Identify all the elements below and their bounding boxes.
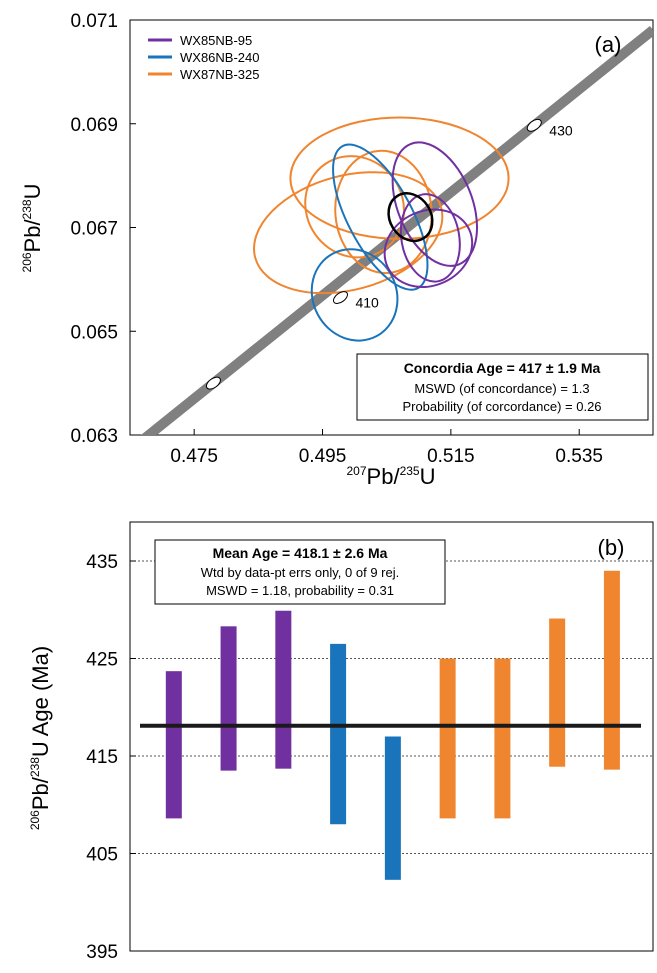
- panel-b-y-axis-label: 206Pb/238U Age (Ma): [28, 646, 53, 830]
- age-error-bar-3: [275, 610, 292, 769]
- panel-a-y-tick-label: 0.065: [70, 322, 118, 343]
- panel-b-result-box: Mean Age = 418.1 ± 2.6 Ma Wtd by data-pt…: [154, 539, 446, 605]
- panel-a-label: (a): [595, 32, 622, 57]
- panel-b-result-title: Mean Age = 418.1 ± 2.6 Ma: [213, 545, 388, 561]
- panel-a-x-axis-label: 207Pb/235U: [347, 464, 436, 489]
- panel-a-y-tick-label: 0.067: [70, 219, 118, 240]
- panel-a-x-tick-label: 0.495: [299, 446, 347, 467]
- panel-b-y-tick-label: 395: [86, 942, 118, 963]
- age-error-bar-9: [603, 570, 620, 770]
- concordia-age-marker-3: [526, 118, 542, 132]
- legend-label: WX87NB-325: [180, 67, 259, 82]
- panel-b-y-tick-label: 435: [86, 552, 118, 573]
- error-ellipse-7: [391, 141, 479, 267]
- age-error-bar-5: [384, 736, 401, 880]
- panel-b-result-line2: MSWD = 1.18, probability = 0.31: [206, 583, 394, 598]
- panel-b-plot-area: [130, 560, 653, 880]
- panel-a-y-tick-label: 0.069: [70, 115, 118, 136]
- legend-label: WX86NB-240: [180, 50, 259, 65]
- panel-a-result-frame: [356, 353, 649, 421]
- panel-a-result-title: Concordia Age = 417 ± 1.9 Ma: [404, 360, 601, 376]
- error-ellipse-1: [289, 116, 510, 240]
- error-ellipse-3: [334, 149, 433, 275]
- panel-b: 395 405 415 425 435 (b) Mean Age = 418.1 ± 2…: [28, 521, 654, 963]
- panel-b-axes: 395 405 415 425 435: [86, 552, 136, 963]
- panel-a-y-axis-label: 206Pb/238U: [20, 184, 45, 273]
- panel-a-y-tick-label: 0.071: [70, 11, 118, 32]
- panel-b-label: (b): [598, 535, 625, 560]
- panel-b-y-tick-label: 415: [86, 747, 118, 768]
- error-ellipse-5: [332, 143, 429, 291]
- panel-a-x-tick-label: 0.475: [170, 446, 218, 467]
- concordia-age-marker-1: [205, 376, 221, 390]
- panel-a-result-line1: MSWD (of concordance) = 1.3: [414, 381, 589, 396]
- panel-a-axes: 0.475 0.495 0.515 0.535 0.063 0.065 0.067 0.069…: [70, 11, 603, 467]
- panel-a-x-tick-label: 0.535: [555, 446, 603, 467]
- age-error-bar-2: [220, 626, 237, 771]
- panel-b-y-tick-label: 405: [86, 845, 118, 866]
- panel-b-y-tick-label: 425: [86, 650, 118, 671]
- concordia-age-label-2: 410: [355, 295, 379, 311]
- panel-a-legend: WX85NB-95 WX86NB-240 WX87NB-325: [148, 33, 259, 82]
- panel-a-result-box: Concordia Age = 417 ± 1.9 Ma MSWD (of co…: [356, 353, 649, 421]
- age-error-bar-8: [549, 618, 566, 767]
- error-ellipse-9: [399, 193, 461, 283]
- concordia-age-ellipse: [387, 192, 434, 243]
- panel-a-plot-area: 410 430: [140, 26, 653, 435]
- panel-b-result-frame: [154, 539, 446, 605]
- panel-a-y-tick-label: 0.063: [70, 426, 118, 447]
- error-ellipse-6: [310, 248, 399, 342]
- age-error-bar-7: [494, 658, 511, 819]
- panel-a-x-tick-label: 0.515: [427, 446, 475, 467]
- concordia-age-label-3: 430: [549, 122, 573, 138]
- panel-a: 410 430 0.475 0.495 0.515 0.535 0.063 0.065 0.0…: [20, 11, 654, 489]
- age-error-bar-1: [165, 671, 182, 819]
- panel-a-result-line2: Probability (of corcordance) = 0.26: [402, 399, 601, 414]
- age-error-bar-6: [439, 658, 456, 819]
- panel-b-result-line1: Wtd by data-pt errs only, 0 of 9 rej.: [201, 565, 399, 580]
- legend-label: WX85NB-95: [180, 33, 252, 48]
- concordia-age-marker-2: [332, 291, 348, 304]
- error-ellipse-8: [383, 208, 474, 288]
- age-error-bar-4: [330, 643, 347, 825]
